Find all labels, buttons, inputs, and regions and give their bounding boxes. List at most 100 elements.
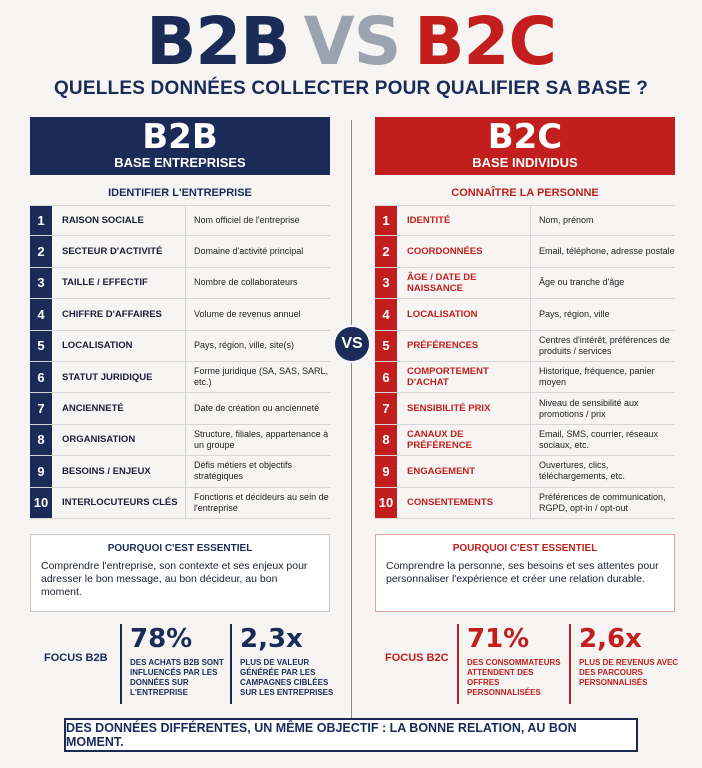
stat-text: DES ACHATS B2B SONT INFLUENCÉS PAR LES D…: [130, 658, 224, 697]
row-description: Préférences de communication, RGPD, opt-…: [539, 491, 666, 513]
stat-value: 2,6x: [579, 624, 642, 654]
row-label: STATUT JURIDIQUE: [52, 361, 186, 393]
b2b-banner-title: B2B: [142, 117, 218, 157]
b2b-why-text: Comprendre l'entreprise, son contexte et…: [41, 560, 308, 598]
table-row: 10 INTERLOCUTEURS CLÉS Fonctions et décide…: [30, 487, 330, 519]
row-description: Pays, région, ville: [539, 308, 610, 319]
table-row: 8 ORGANISATION Structure, filiales, appart…: [30, 424, 330, 457]
row-description: Email, téléphone, adresse postale: [539, 246, 675, 257]
table-row: 5 PRÉFÉRENCES Centres d'intérêt, préférenc…: [375, 330, 675, 362]
row-number: 3: [30, 267, 52, 299]
row-label: PRÉFÉRENCES: [397, 330, 531, 361]
table-row: 6 COMPORTEMENT D'ACHAT Historique, fréquen…: [375, 361, 675, 394]
b2c-banner-title: B2C: [487, 117, 563, 157]
row-number: 2: [30, 236, 52, 267]
center-divider: [351, 120, 352, 720]
b2b-column: B2B BASE ENTREPRISES IDENTIFIER L'ENTREP…: [30, 117, 330, 519]
stat-text: PLUS DE REVENUS AVEC DES PARCOURS PERSON…: [579, 658, 679, 687]
b2b-focus: FOCUS B2B 78% DES ACHATS B2B SONT INFLUE…: [30, 624, 333, 708]
row-number: 9: [30, 456, 52, 487]
b2b-focus-label: FOCUS B2B: [44, 652, 108, 664]
row-description: Ouvertures, clics, téléchargements, etc.: [539, 460, 626, 482]
row-number: 6: [30, 361, 52, 393]
table-row: 4 CHIFFRE D'AFFAIRES Volume de revenus ann…: [30, 299, 330, 331]
b2c-banner-subtitle: BASE INDIVIDUS: [472, 155, 578, 170]
row-description: Forme juridique (SA, SAS, SARL, etc.): [194, 366, 329, 388]
row-number: 6: [375, 361, 397, 393]
row-description: Âge ou tranche d'âge: [539, 277, 625, 288]
row-label: SECTEUR D'ACTIVITÉ: [52, 236, 186, 267]
stat-value: 78%: [130, 624, 193, 654]
row-description: Nombre de collaborateurs: [194, 277, 298, 288]
row-description: Nom officiel de l'entreprise: [194, 215, 300, 226]
stat-value: 71%: [467, 624, 530, 654]
stat-text: PLUS DE VALEUR GÉNÉRÉE PAR LES CAMPAGNES…: [240, 658, 334, 697]
row-number: 7: [375, 393, 397, 424]
row-label: ENGAGEMENT: [397, 456, 531, 487]
table-row: 2 COORDONNÉES Email, téléphone, adresse po…: [375, 236, 675, 268]
row-number: 8: [375, 424, 397, 456]
b2c-why-text: Comprendre la personne, ses besoins et s…: [386, 560, 659, 585]
row-number: 8: [30, 424, 52, 456]
row-number: 7: [30, 393, 52, 424]
row-number: 1: [30, 206, 52, 236]
table-row: 2 SECTEUR D'ACTIVITÉ Domaine d'activité pr…: [30, 236, 330, 268]
row-number: 2: [375, 236, 397, 267]
table-row: 9 BESOINS / ENJEUX Défis métiers et object…: [30, 456, 330, 488]
row-number: 1: [375, 206, 397, 236]
b2c-stat-2: 2,6x PLUS DE REVENUS AVEC DES PARCOURS P…: [569, 624, 679, 704]
b2b-banner-subtitle: BASE ENTREPRISES: [114, 155, 246, 170]
table-row: 1 IDENTITÉ Nom, prénom: [375, 205, 675, 237]
row-label: ÂGE / DATE DE NAISSANCE: [397, 267, 531, 299]
b2c-banner: B2C BASE INDIVIDUS: [375, 117, 675, 175]
row-label: LOCALISATION: [397, 299, 531, 330]
row-number: 9: [375, 456, 397, 487]
row-label: INTERLOCUTEURS CLÉS: [52, 487, 186, 518]
row-number: 10: [30, 487, 52, 518]
row-description: Défis métiers et objectifs stratégiques: [194, 460, 293, 482]
row-number: 4: [375, 299, 397, 330]
row-label: LOCALISATION: [52, 330, 186, 361]
row-description: Pays, région, ville, site(s): [194, 340, 295, 351]
b2c-section-title: CONNAÎTRE LA PERSONNE: [451, 187, 599, 199]
row-description: Niveau de sensibilité aux promotions / p…: [539, 397, 639, 419]
b2c-why-box: POURQUOI C'EST ESSENTIEL Comprendre la p…: [375, 534, 675, 612]
title-b2c: B2C: [414, 3, 557, 80]
row-label: ORGANISATION: [52, 424, 186, 456]
table-row: 4 LOCALISATION Pays, région, ville: [375, 299, 675, 331]
b2c-table: 1 IDENTITÉ Nom, prénom 2 COORDONNÉES Email, …: [375, 205, 675, 519]
table-row: 1 RAISON SOCIALE Nom officiel de l'entrepr…: [30, 205, 330, 237]
row-number: 5: [375, 330, 397, 361]
b2b-why-title: POURQUOI C'EST ESSENTIEL: [107, 543, 253, 554]
b2b-banner: B2B BASE ENTREPRISES: [30, 117, 330, 175]
row-description: Domaine d'activité principal: [194, 246, 304, 257]
title-vs: VS: [303, 3, 402, 80]
table-row: 10 CONSENTEMENTS Préférences de communicat…: [375, 487, 675, 519]
row-description: Fonctions et décideurs au sein de l'entr…: [194, 491, 329, 513]
row-description: Volume de revenus annuel: [194, 308, 301, 319]
b2c-why-title: POURQUOI C'EST ESSENTIEL: [452, 543, 598, 554]
row-label: CHIFFRE D'AFFAIRES: [52, 299, 186, 330]
row-description: Centres d'intérêt, préférences de produi…: [539, 334, 670, 356]
row-label: CONSENTEMENTS: [397, 487, 531, 518]
row-description: Nom, prénom: [539, 215, 594, 226]
b2b-why-box: POURQUOI C'EST ESSENTIEL Comprendre l'en…: [30, 534, 330, 612]
row-label: CANAUX DE PRÉFÉRENCE: [397, 424, 531, 456]
row-description: Structure, filiales, appartenance à un g…: [194, 428, 329, 450]
table-row: 5 LOCALISATION Pays, région, ville, site(s…: [30, 330, 330, 362]
title-b2b: B2B: [146, 3, 291, 80]
row-label: COORDONNÉES: [397, 236, 531, 267]
row-description: Date de création ou ancienneté: [194, 403, 320, 414]
row-description: Historique, fréquence, panier moyen: [539, 366, 655, 388]
stat-text: DES CONSOMMATEURS ATTENDENT DES OFFRES P…: [467, 658, 561, 697]
table-row: 7 ANCIENNETÉ Date de création ou anciennet…: [30, 393, 330, 425]
table-row: 8 CANAUX DE PRÉFÉRENCE Email, SMS, courrie…: [375, 424, 675, 457]
table-row: 3 TAILLE / EFFECTIF Nombre de collaborateu…: [30, 267, 330, 300]
row-label: BESOINS / ENJEUX: [52, 456, 186, 487]
vs-badge: VS: [333, 325, 371, 363]
b2b-table: 1 RAISON SOCIALE Nom officiel de l'entrepr…: [30, 205, 330, 519]
footer-banner: DES DONNÉES DIFFÉRENTES, UN MÊME OBJECTI…: [64, 718, 638, 752]
b2b-section-title: IDENTIFIER L'ENTREPRISE: [108, 187, 252, 199]
b2c-column: B2C BASE INDIVIDUS CONNAÎTRE LA PERSONNE…: [375, 117, 675, 519]
row-number: 4: [30, 299, 52, 330]
